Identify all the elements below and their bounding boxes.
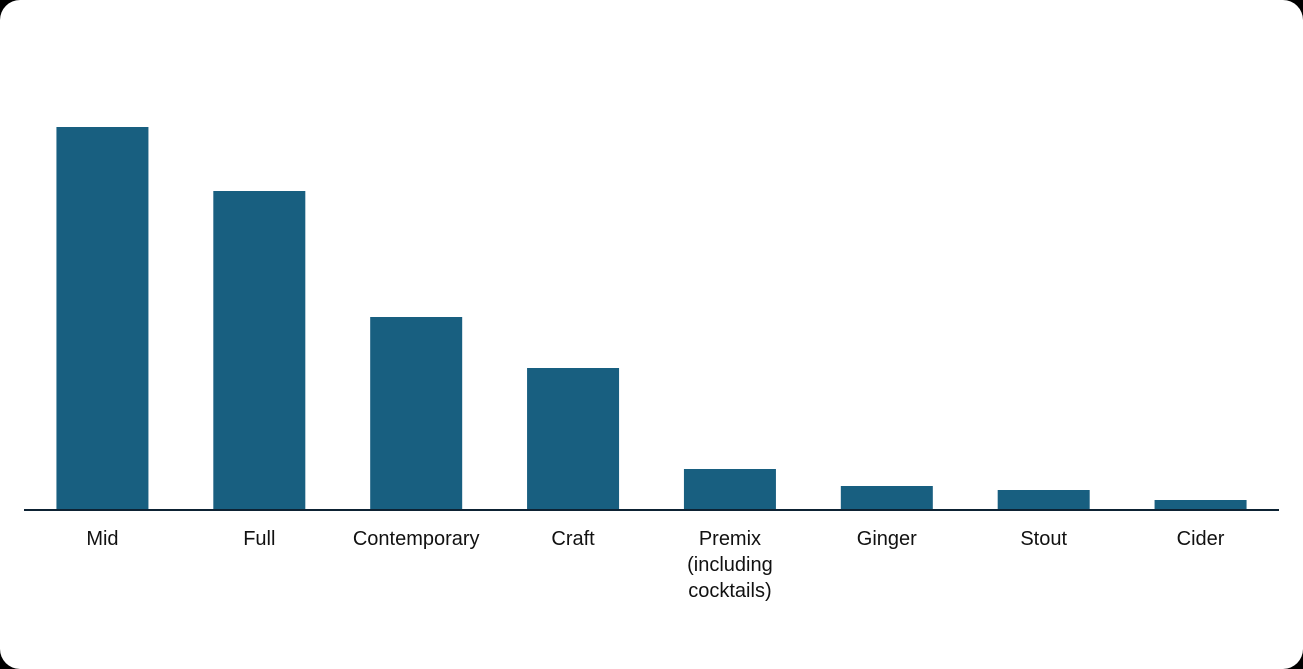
x-tick-label: Craft xyxy=(551,528,595,550)
bar xyxy=(840,486,933,510)
x-tick-label: Contemporary xyxy=(352,528,480,550)
bar xyxy=(56,127,149,510)
bar xyxy=(1154,500,1247,510)
x-tick-label: Premix (including cocktails) xyxy=(687,528,773,602)
bar xyxy=(683,469,776,510)
x-tick-label: Mid xyxy=(86,528,119,550)
bar xyxy=(997,490,1090,510)
bar xyxy=(370,317,463,510)
x-tick-label: Ginger xyxy=(856,528,917,550)
bar xyxy=(213,191,306,510)
x-tick-label: Full xyxy=(243,528,276,550)
x-tick-label: Stout xyxy=(1020,528,1068,550)
bar xyxy=(527,368,620,510)
x-tick-label: Cider xyxy=(1176,528,1225,550)
